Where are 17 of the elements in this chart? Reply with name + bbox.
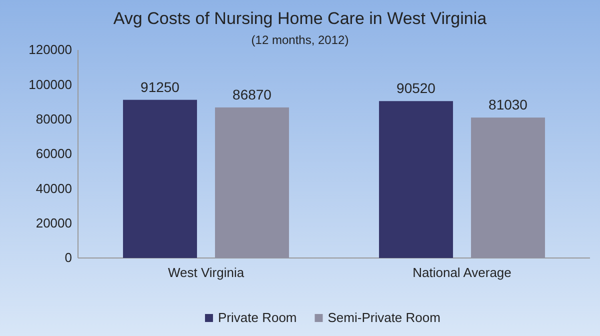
chart-subtitle: (12 months, 2012) <box>251 33 349 47</box>
y-tick-label: 20000 <box>36 215 72 230</box>
y-tick-label: 0 <box>64 250 72 266</box>
chart-title: Avg Costs of Nursing Home Care in West Virginia <box>113 9 488 28</box>
data-label: 90520 <box>396 80 436 96</box>
y-tick-label: 120000 <box>28 42 72 58</box>
data-label: 86870 <box>232 86 272 102</box>
legend-label: Private Room <box>218 310 297 325</box>
y-tick-label: 60000 <box>36 146 72 162</box>
x-tick-label: National Average <box>412 265 512 280</box>
data-label: 81030 <box>488 96 528 113</box>
y-tick-label: 40000 <box>36 180 72 196</box>
legend-label: Semi-Private Room <box>328 310 440 325</box>
x-tick-label: West Virginia <box>168 265 245 280</box>
data-label: 91250 <box>140 78 180 95</box>
y-tick-label: 100000 <box>28 76 72 92</box>
y-tick-label: 80000 <box>36 111 72 126</box>
